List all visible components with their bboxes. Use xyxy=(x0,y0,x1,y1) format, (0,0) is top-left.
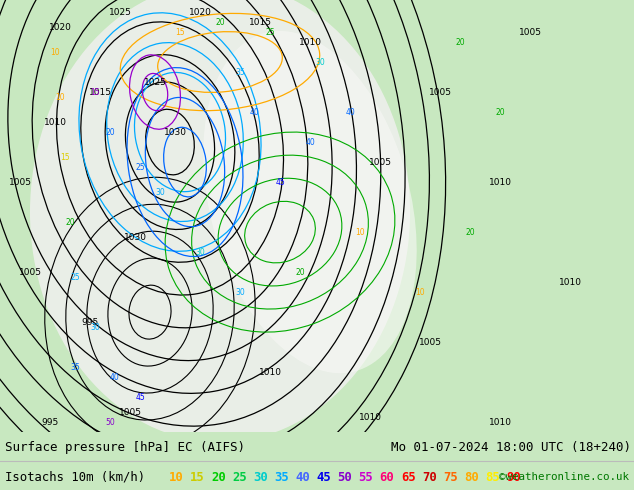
Text: 1005: 1005 xyxy=(418,338,441,346)
Text: 55: 55 xyxy=(359,471,373,484)
Text: 15: 15 xyxy=(190,471,205,484)
Text: 50: 50 xyxy=(337,471,353,484)
Text: 1015: 1015 xyxy=(89,88,112,97)
Text: 35: 35 xyxy=(275,471,289,484)
Text: 20: 20 xyxy=(295,268,305,277)
Text: 1020: 1020 xyxy=(188,7,211,17)
Text: 45: 45 xyxy=(316,471,331,484)
Text: 1005: 1005 xyxy=(119,408,141,416)
Text: 20: 20 xyxy=(495,107,505,117)
Text: 30: 30 xyxy=(235,288,245,296)
Text: 1010: 1010 xyxy=(299,38,321,47)
Text: 1010: 1010 xyxy=(559,278,581,287)
Text: 995: 995 xyxy=(81,318,99,327)
Text: 1005: 1005 xyxy=(519,27,541,37)
Text: 85: 85 xyxy=(485,471,500,484)
Text: 15: 15 xyxy=(175,27,185,37)
Text: 35: 35 xyxy=(235,68,245,76)
Text: 995: 995 xyxy=(41,417,58,427)
Text: 10: 10 xyxy=(169,471,184,484)
Text: 40: 40 xyxy=(250,107,260,117)
Text: 20: 20 xyxy=(105,127,115,137)
Text: 1020: 1020 xyxy=(49,23,72,31)
Text: 10: 10 xyxy=(55,93,65,101)
Text: 15: 15 xyxy=(60,152,70,162)
Text: ©weatheronline.co.uk: ©weatheronline.co.uk xyxy=(499,472,629,482)
Text: 50: 50 xyxy=(105,417,115,427)
Text: 30: 30 xyxy=(315,57,325,67)
Text: 90: 90 xyxy=(506,471,521,484)
Text: 1005: 1005 xyxy=(18,268,41,277)
Text: 65: 65 xyxy=(401,471,415,484)
Text: 30: 30 xyxy=(195,247,205,257)
Text: 40: 40 xyxy=(345,107,355,117)
Text: 40: 40 xyxy=(295,471,310,484)
Text: 40: 40 xyxy=(305,138,315,147)
Text: 10: 10 xyxy=(50,48,60,56)
Text: 25: 25 xyxy=(265,27,275,37)
Text: 1030: 1030 xyxy=(164,127,186,137)
Text: 1010: 1010 xyxy=(489,417,512,427)
Text: 20: 20 xyxy=(465,227,475,237)
Text: 70: 70 xyxy=(422,471,437,484)
Text: 1010: 1010 xyxy=(489,177,512,187)
Text: 1015: 1015 xyxy=(249,18,271,26)
Text: 1010: 1010 xyxy=(358,413,382,422)
Text: 1005: 1005 xyxy=(8,177,32,187)
Text: 30: 30 xyxy=(155,188,165,196)
Text: 20: 20 xyxy=(211,471,226,484)
Text: 80: 80 xyxy=(464,471,479,484)
Text: 75: 75 xyxy=(443,471,458,484)
Text: 25: 25 xyxy=(70,272,80,282)
Text: 25: 25 xyxy=(232,471,247,484)
Text: Surface pressure [hPa] EC (AIFS): Surface pressure [hPa] EC (AIFS) xyxy=(5,441,245,454)
Text: 10: 10 xyxy=(415,288,425,296)
Text: 20: 20 xyxy=(455,38,465,47)
Text: 1030: 1030 xyxy=(124,233,146,242)
Text: 30: 30 xyxy=(253,471,268,484)
Text: Mo 01-07-2024 18:00 UTC (18+240): Mo 01-07-2024 18:00 UTC (18+240) xyxy=(391,441,631,454)
Text: 1005: 1005 xyxy=(368,158,392,167)
Text: 45: 45 xyxy=(135,392,145,402)
Text: 1025: 1025 xyxy=(143,77,167,87)
Text: 10: 10 xyxy=(355,227,365,237)
Text: 60: 60 xyxy=(380,471,394,484)
Ellipse shape xyxy=(30,0,410,442)
Text: 1010: 1010 xyxy=(259,368,281,377)
Ellipse shape xyxy=(204,31,417,373)
Text: 45: 45 xyxy=(275,177,285,187)
Text: 30: 30 xyxy=(90,322,100,332)
Text: 25: 25 xyxy=(135,163,145,172)
Text: 35: 35 xyxy=(70,363,80,371)
Text: 1025: 1025 xyxy=(108,7,131,17)
Text: 15: 15 xyxy=(90,88,100,97)
Text: Isotachs 10m (km/h): Isotachs 10m (km/h) xyxy=(5,471,145,484)
Text: 20: 20 xyxy=(65,218,75,226)
Text: 40: 40 xyxy=(110,373,120,382)
Text: 1010: 1010 xyxy=(44,118,67,126)
Text: 20: 20 xyxy=(215,18,225,26)
Text: 1005: 1005 xyxy=(429,88,451,97)
